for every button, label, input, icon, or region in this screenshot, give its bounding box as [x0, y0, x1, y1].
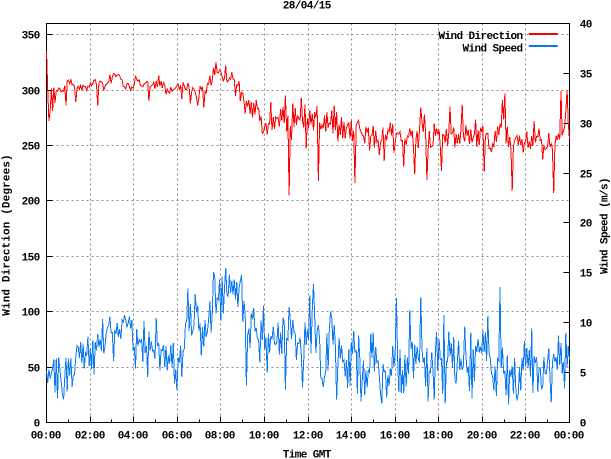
svg-text:20:00: 20:00 — [467, 430, 497, 442]
svg-text:14:00: 14:00 — [336, 430, 366, 442]
svg-text:18:00: 18:00 — [423, 430, 453, 442]
svg-text:10:00: 10:00 — [249, 430, 279, 442]
svg-text:35: 35 — [580, 69, 593, 81]
svg-text:22:00: 22:00 — [510, 430, 540, 442]
svg-text:02:00: 02:00 — [75, 430, 105, 442]
svg-text:200: 200 — [22, 196, 40, 208]
svg-text:30: 30 — [580, 119, 592, 131]
svg-text:15: 15 — [580, 268, 593, 280]
svg-text:Wind Speed: Wind Speed — [462, 44, 522, 56]
svg-text:5: 5 — [580, 368, 587, 380]
svg-text:28/04/15: 28/04/15 — [283, 1, 332, 13]
svg-text:12:00: 12:00 — [293, 430, 323, 442]
svg-text:150: 150 — [22, 252, 40, 264]
svg-text:08:00: 08:00 — [205, 430, 235, 442]
svg-text:20: 20 — [580, 218, 592, 230]
svg-text:300: 300 — [22, 86, 40, 98]
svg-text:10: 10 — [580, 318, 592, 330]
svg-text:Wind Direction (Degrees): Wind Direction (Degrees) — [2, 154, 14, 316]
svg-text:00:00: 00:00 — [554, 430, 584, 442]
svg-text:Wind Direction: Wind Direction — [438, 31, 522, 43]
svg-text:25: 25 — [580, 169, 593, 181]
svg-text:0: 0 — [580, 418, 586, 430]
svg-text:16:00: 16:00 — [380, 430, 410, 442]
svg-text:04:00: 04:00 — [118, 430, 148, 442]
svg-text:Time GMT: Time GMT — [283, 449, 332, 459]
svg-text:Wind Speed (m/s): Wind Speed (m/s) — [600, 178, 611, 274]
svg-text:50: 50 — [28, 363, 40, 375]
svg-text:250: 250 — [22, 141, 40, 153]
svg-text:00:00: 00:00 — [31, 430, 61, 442]
svg-text:100: 100 — [22, 307, 40, 319]
svg-text:06:00: 06:00 — [162, 430, 192, 442]
svg-text:350: 350 — [22, 30, 40, 42]
svg-text:40: 40 — [580, 19, 592, 31]
svg-text:0: 0 — [34, 418, 40, 430]
